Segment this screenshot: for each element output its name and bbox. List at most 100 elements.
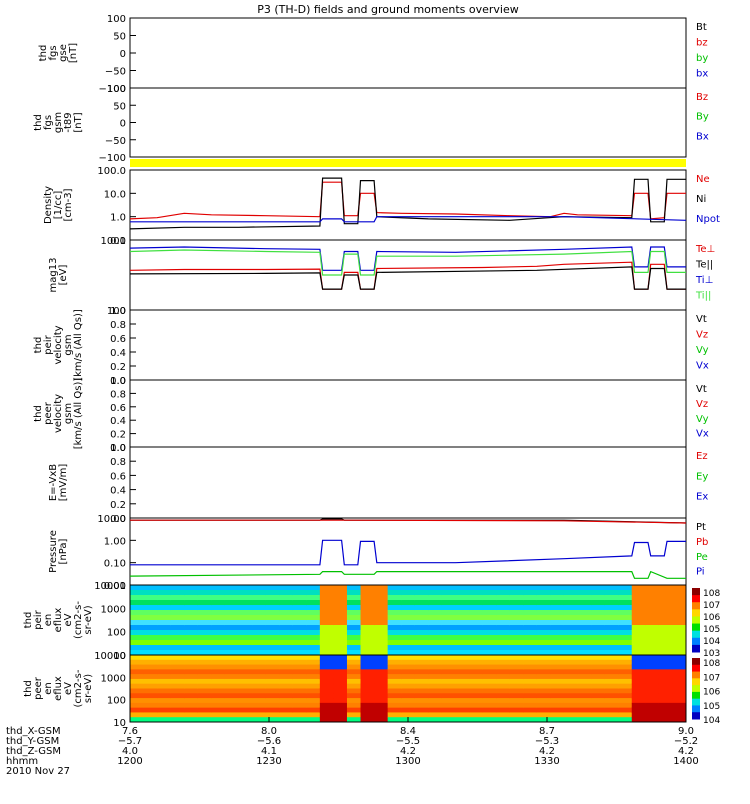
spectrogram-cell <box>428 640 443 646</box>
spectrogram-cell <box>387 693 402 699</box>
colorbar-tick: 106 <box>703 688 720 698</box>
legend-Pt: Pt <box>696 522 706 533</box>
spectrogram-cell <box>455 702 470 709</box>
spectrogram-cell <box>319 645 334 651</box>
spectrogram-cell <box>591 620 606 626</box>
spectrogram-cell <box>563 712 579 718</box>
spectrogram-cell <box>577 605 592 611</box>
spectrogram-cell <box>604 674 619 680</box>
panel-ylabel: thdpeerenefluxeV(cm2-s-sr-eV) <box>23 669 94 707</box>
spectrogram-cell <box>482 645 497 651</box>
spectrogram-cell <box>238 615 253 621</box>
spectrogram-cell <box>157 702 172 709</box>
spectrogram-cell <box>645 610 660 616</box>
spectrogram-cell <box>197 669 212 675</box>
spectrogram-cell <box>265 717 280 723</box>
spectrogram-cell <box>482 585 497 591</box>
spectrogram-cell <box>360 615 375 621</box>
spectrogram-cell <box>496 707 511 713</box>
spectrogram-cell <box>428 678 443 685</box>
spectrogram-cell <box>211 615 226 621</box>
spectrogram-cell <box>292 717 307 723</box>
spectrogram-cell <box>577 600 592 606</box>
spectrogram-cell <box>197 620 212 626</box>
spectrogram-cell <box>550 650 565 656</box>
spectrogram-cell <box>387 688 402 694</box>
spectrogram-cell <box>441 645 456 651</box>
spectrogram-cell <box>469 600 484 606</box>
spectrogram-cell <box>238 655 253 661</box>
spectrogram-cell <box>360 683 375 689</box>
spectrogram-cell <box>469 625 484 631</box>
spectrogram-cell <box>224 625 239 631</box>
spectrogram-cell <box>333 615 348 621</box>
spectrogram-cell <box>591 683 606 689</box>
ytick-label: 10000 <box>94 651 126 662</box>
spectrogram-cell <box>211 717 226 723</box>
spectrogram-cell <box>509 600 524 606</box>
spectrogram-cell <box>292 645 307 651</box>
spectrogram-cell <box>482 688 497 694</box>
spectrogram-cell <box>279 678 294 685</box>
panel-frame <box>129 446 687 519</box>
spectrogram-cell <box>170 600 185 606</box>
xaxis-tick-time: 1330 <box>534 756 559 767</box>
spectrogram-cell <box>387 683 402 689</box>
spectrogram-cell <box>184 707 199 713</box>
spectrogram-cell <box>496 664 511 670</box>
ytick-label: 100 <box>107 696 126 707</box>
spectrogram-cell <box>306 625 321 631</box>
spectrogram-cell <box>265 595 280 601</box>
spectrogram-cell <box>631 585 646 591</box>
spectrogram-cell <box>563 688 579 694</box>
spectrogram-cell <box>496 650 511 656</box>
ytick-label: 10 <box>113 651 126 662</box>
spectrogram-cell <box>645 585 660 591</box>
spectrogram-cell <box>143 620 158 626</box>
spectrogram-cell <box>482 678 497 685</box>
spectrogram-cell <box>645 664 660 670</box>
spectrogram-cell <box>563 650 579 656</box>
spectrogram-cell <box>279 683 294 689</box>
spectrogram-cell <box>197 640 212 646</box>
ylabel-line: thd <box>23 680 34 697</box>
spectrogram-cell <box>631 683 646 689</box>
spectrogram-cell <box>387 717 402 723</box>
spectrogram-cell <box>563 635 579 641</box>
spectrogram-cell <box>550 585 565 591</box>
spectrogram-cell <box>591 678 606 685</box>
spectrogram-cell <box>252 655 267 661</box>
spectrogram-cell <box>130 620 145 626</box>
spectrogram-cell <box>604 605 619 611</box>
spectrogram-cell <box>157 712 172 718</box>
spectrogram-cell <box>618 707 633 713</box>
spectrogram-cell <box>618 595 633 601</box>
spectrogram-cell <box>157 635 172 641</box>
ytick-label: 1000 <box>101 604 126 615</box>
spectrogram-cell <box>414 664 429 670</box>
spectrogram-cell <box>441 688 456 694</box>
spectrogram-cell <box>631 674 646 680</box>
spectrogram-cell <box>130 585 145 591</box>
spectrogram-cell <box>563 698 579 704</box>
spectrogram-cell <box>170 620 185 626</box>
spectrogram-cell <box>482 635 497 641</box>
xaxis-tick-time: 1300 <box>395 756 420 767</box>
spectrogram-cell <box>482 707 497 713</box>
spectrogram-cell <box>672 717 687 723</box>
spectrogram-cell <box>401 625 416 631</box>
spectrogram-cell <box>428 585 443 591</box>
spectrogram-cell <box>184 683 199 689</box>
spectrogram-cell <box>319 674 334 680</box>
spectrogram-cell <box>536 678 551 685</box>
ytick-label: 0.4 <box>110 486 126 497</box>
spectrogram-cell <box>672 659 687 666</box>
spectrogram-cell <box>523 620 538 626</box>
spectrogram-cell <box>211 585 226 591</box>
spectrogram-cell <box>536 650 551 656</box>
spectrogram-cell <box>197 585 212 591</box>
spectrogram-cell <box>672 693 687 699</box>
legend-Ne: Ne <box>696 174 710 185</box>
spectrogram-cell <box>509 717 524 723</box>
spectrogram-cell <box>536 620 551 626</box>
